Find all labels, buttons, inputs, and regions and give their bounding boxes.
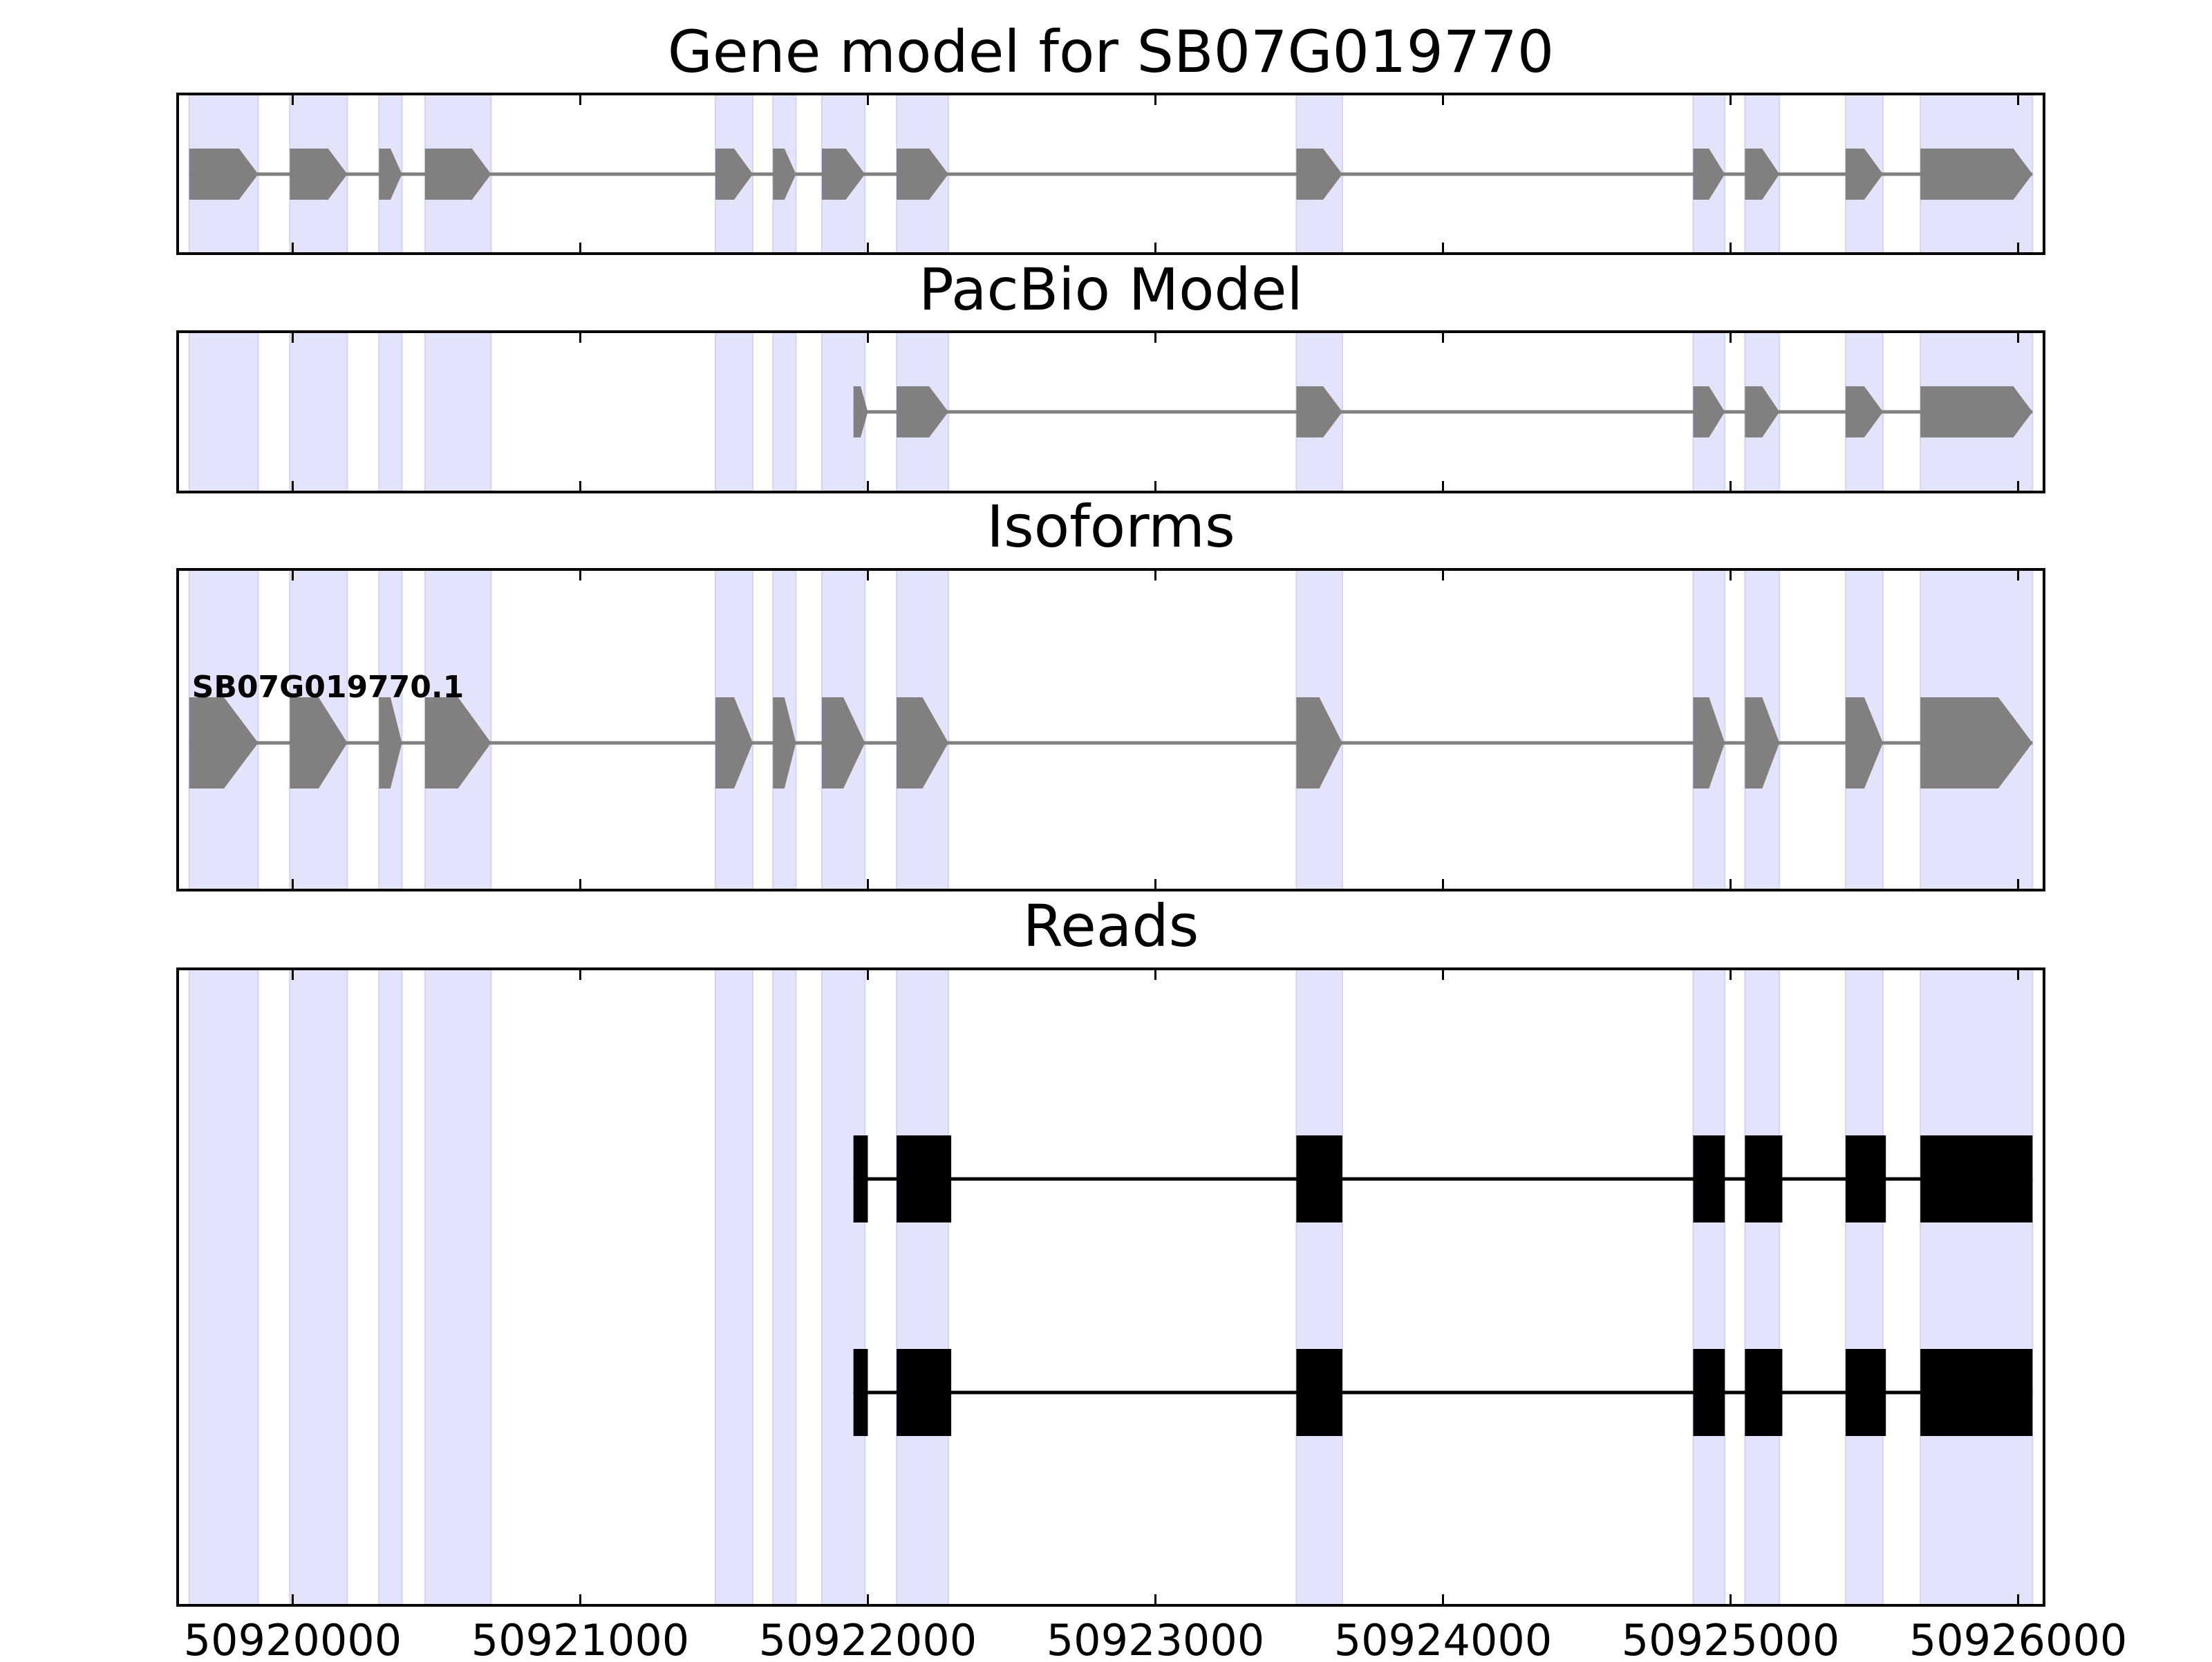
highlight-band xyxy=(188,331,259,493)
exon-arrow xyxy=(189,149,259,200)
exon-arrow xyxy=(290,697,348,788)
exon-arrow xyxy=(1845,149,1884,200)
exon-arrow xyxy=(1845,697,1884,788)
exon-arrow xyxy=(1745,697,1780,788)
panel-title: PacBio Model xyxy=(919,256,1303,323)
highlight-band xyxy=(378,331,403,493)
exon-arrow xyxy=(1693,386,1725,437)
exon-arrow xyxy=(1920,149,2033,200)
highlight-band xyxy=(424,968,492,1606)
highlight-band xyxy=(289,968,348,1606)
read-exon xyxy=(853,1135,868,1222)
panel-frame xyxy=(176,330,2045,493)
read-exon xyxy=(1296,1135,1342,1222)
exon-arrow xyxy=(821,149,865,200)
exon-arrow xyxy=(1296,697,1342,788)
exon-arrow xyxy=(853,386,868,437)
exon-arrow xyxy=(1745,149,1780,200)
highlight-band xyxy=(714,968,754,1606)
highlight-band xyxy=(772,331,797,493)
panel-title: Reads xyxy=(1023,892,1199,960)
read-exon xyxy=(897,1135,952,1222)
x-tick-label: 50920000 xyxy=(184,1615,402,1659)
highlight-band xyxy=(1920,968,2034,1606)
panel-title: Isoforms xyxy=(986,493,1235,560)
panel-frame xyxy=(176,967,2045,1607)
exon-arrow xyxy=(821,697,865,788)
x-tick-label: 50922000 xyxy=(759,1615,977,1659)
panel-frame xyxy=(176,93,2045,255)
exon-arrow xyxy=(773,149,796,200)
highlight-band xyxy=(289,331,348,493)
highlight-band xyxy=(714,331,754,493)
exon-arrow xyxy=(715,149,753,200)
read-exon xyxy=(853,1349,868,1436)
read-exon xyxy=(1745,1349,1783,1436)
read-exon xyxy=(1296,1349,1342,1436)
x-tick-label: 50925000 xyxy=(1622,1615,1840,1659)
exon-arrow xyxy=(1296,386,1342,437)
exon-arrow xyxy=(379,697,402,788)
exon-arrow xyxy=(189,697,259,788)
highlight-band xyxy=(772,968,797,1606)
x-tick-label: 50923000 xyxy=(1047,1615,1265,1659)
x-tick-label: 50924000 xyxy=(1334,1615,1553,1659)
exon-arrow xyxy=(1693,149,1725,200)
exon-arrow xyxy=(1296,149,1342,200)
highlight-band xyxy=(1692,968,1726,1606)
exon-arrow xyxy=(424,697,491,788)
highlight-band xyxy=(378,968,403,1606)
read-exon xyxy=(1845,1135,1886,1222)
exon-arrow xyxy=(290,149,348,200)
exon-arrow xyxy=(1693,697,1725,788)
isoform-label: SB07G019770.1 xyxy=(192,670,465,705)
highlight-band xyxy=(188,968,259,1606)
highlight-band xyxy=(896,968,949,1606)
x-tick-label: 50926000 xyxy=(1909,1615,2128,1659)
exon-arrow xyxy=(1920,386,2033,437)
exon-arrow xyxy=(1745,386,1780,437)
read-exon xyxy=(1920,1135,2033,1222)
exon-arrow xyxy=(897,149,948,200)
read-exon xyxy=(1920,1349,2033,1436)
read-exon xyxy=(1845,1349,1886,1436)
exon-arrow xyxy=(379,149,402,200)
exon-arrow xyxy=(897,386,948,437)
read-exon xyxy=(897,1349,952,1436)
exon-arrow xyxy=(424,149,491,200)
exon-arrow xyxy=(715,697,753,788)
highlight-band xyxy=(1844,968,1884,1606)
panel-frame xyxy=(176,568,2045,891)
highlight-band xyxy=(1744,968,1781,1606)
read-exon xyxy=(1693,1349,1725,1436)
exon-arrow xyxy=(773,697,796,788)
highlight-band xyxy=(821,968,866,1606)
highlight-band xyxy=(1295,968,1343,1606)
exon-arrow xyxy=(897,697,948,788)
highlight-band xyxy=(424,331,492,493)
x-tick-label: 50921000 xyxy=(471,1615,690,1659)
exon-arrow xyxy=(1845,386,1884,437)
panel-title: Gene model for SB07G019770 xyxy=(668,18,1554,86)
read-exon xyxy=(1693,1135,1725,1222)
exon-arrow xyxy=(1920,697,2033,788)
read-exon xyxy=(1745,1135,1783,1222)
